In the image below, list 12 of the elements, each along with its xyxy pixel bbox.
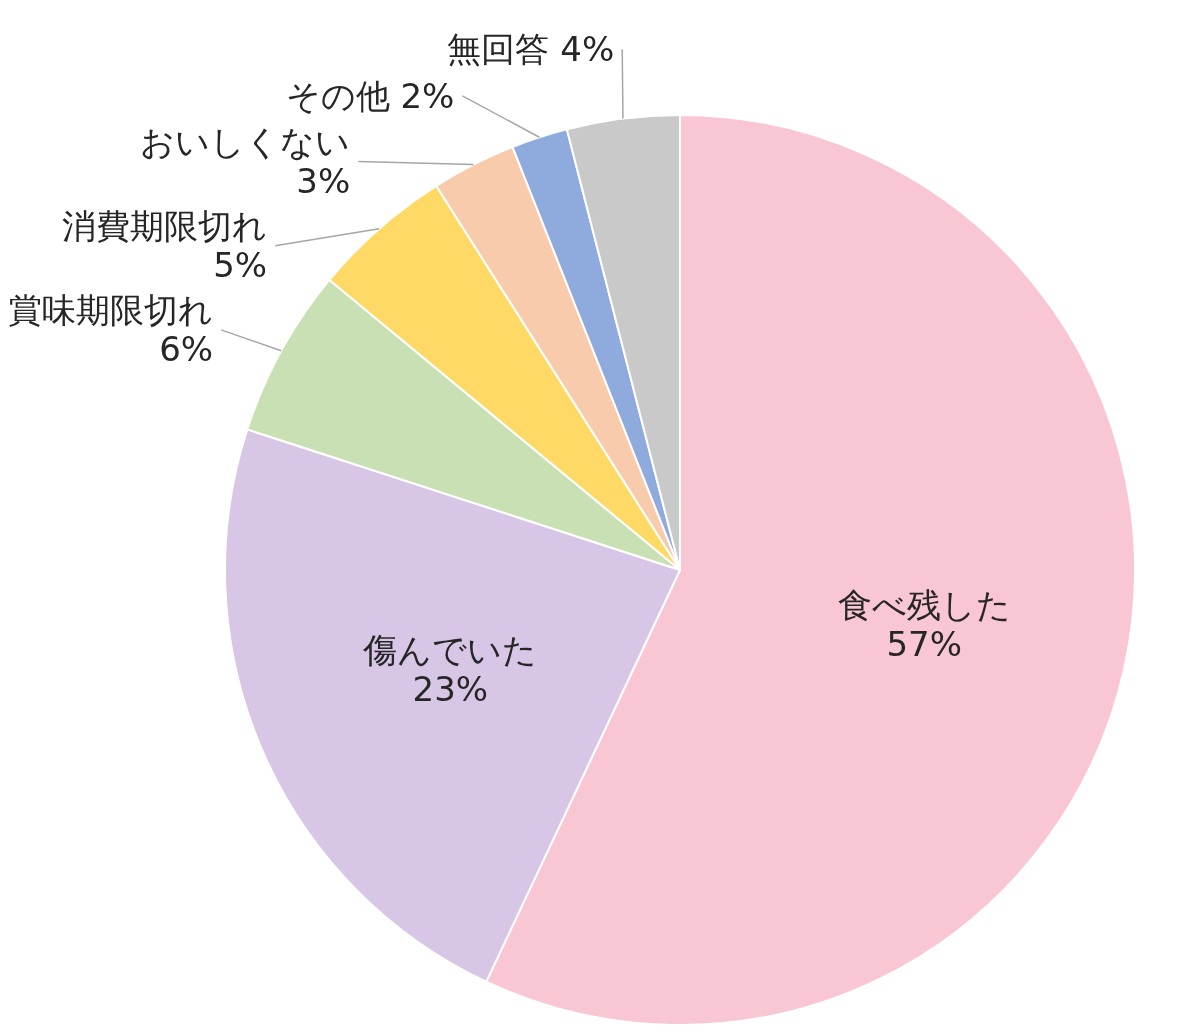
data-label: 5% bbox=[213, 245, 268, 286]
slice-label: 賞味期限切れ bbox=[8, 290, 214, 331]
data-label: 23% bbox=[412, 668, 489, 709]
slice-label: 無回答 4% bbox=[447, 29, 615, 70]
slice-label: 傷んでいた bbox=[362, 629, 538, 670]
data-label: 3% bbox=[296, 160, 351, 201]
data-label: 6% bbox=[159, 329, 214, 370]
data-label: 57% bbox=[886, 624, 963, 665]
slice-label: その他 2% bbox=[285, 75, 455, 116]
slice-label: 消費期限切れ bbox=[62, 205, 268, 246]
slice-label: 食べ残した bbox=[837, 584, 1011, 625]
slice-label: おいしくない bbox=[140, 121, 351, 162]
